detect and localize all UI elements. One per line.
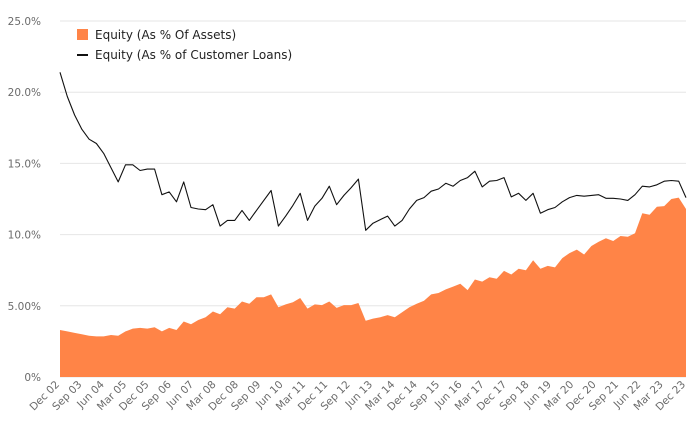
- y-tick-label: 25.0%: [8, 16, 41, 28]
- area-series-layer: [60, 197, 686, 377]
- y-tick-label: 5.00%: [8, 301, 41, 313]
- y-tick-label: 20.0%: [8, 87, 41, 99]
- legend-label-area: Equity (As % Of Assets): [95, 28, 236, 42]
- y-tick-label: 0%: [24, 372, 41, 384]
- area-series-equity-assets: [60, 197, 686, 377]
- y-tick-label: 15.0%: [8, 158, 41, 170]
- line-series-equity-loans: [59, 72, 687, 231]
- legend-label-line: Equity (As % of Customer Loans): [95, 48, 292, 62]
- line-series-layer: [59, 72, 687, 231]
- y-axis: 0% 5.00% 10.0% 15.0% 20.0% 25.0%: [8, 16, 41, 384]
- legend-swatch-area: [77, 29, 88, 40]
- legend: Equity (As % Of Assets) Equity (As % of …: [77, 28, 292, 62]
- y-tick-label: 10.0%: [8, 230, 41, 242]
